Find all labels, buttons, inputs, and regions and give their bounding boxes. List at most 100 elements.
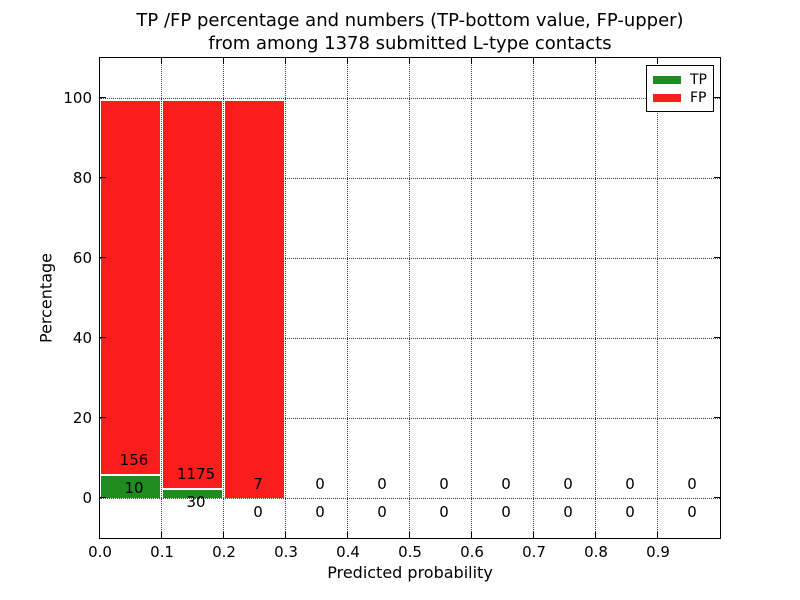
x-tick-mark-bottom (594, 531, 597, 538)
bar-fp-segment (163, 98, 222, 488)
gridline-vertical (657, 57, 658, 538)
fp-count-label: 1175 (176, 465, 216, 484)
y-tick-mark-right (713, 176, 720, 179)
x-tick-mark-top (594, 57, 597, 64)
gridline-horizontal (99, 417, 720, 419)
tp-count-label: 10 (124, 479, 144, 498)
bar-fp-segment (225, 98, 284, 498)
x-tick-label: 0.1 (150, 543, 174, 561)
fp-count-label: 0 (687, 475, 697, 494)
tp-count-label: 0 (625, 503, 635, 522)
chart-title: TP /FP percentage and numbers (TP-bottom… (100, 9, 720, 55)
y-tick-mark-right (713, 496, 720, 499)
plot-area (98, 56, 721, 539)
gridline-vertical (161, 57, 162, 538)
gridline-horizontal (99, 497, 720, 499)
x-tick-mark-bottom (346, 531, 349, 538)
x-tick-label: 0.2 (212, 543, 236, 561)
y-tick-label: 60 (72, 249, 92, 267)
fp-count-label: 156 (119, 451, 149, 470)
legend-label-fp: FP (690, 90, 707, 106)
stacked-bar (225, 98, 284, 498)
gridline-horizontal (99, 337, 720, 339)
tp-count-label: 0 (377, 503, 387, 522)
bar-tp-segment (101, 473, 160, 498)
legend-label-tp: TP (690, 72, 707, 88)
gridline-vertical (285, 57, 286, 538)
x-tick-mark-top (656, 57, 659, 64)
x-tick-label: 0.6 (460, 543, 484, 561)
x-tick-label: 0.9 (646, 543, 670, 561)
y-tick-label: 80 (72, 169, 92, 187)
x-tick-label: 0.4 (336, 543, 360, 561)
y-tick-label: 100 (63, 89, 92, 107)
fp-count-label: 0 (439, 475, 449, 494)
fp-count-label: 0 (315, 475, 325, 494)
gridline-vertical (223, 57, 224, 538)
x-tick-mark-bottom (98, 531, 101, 538)
x-tick-mark-top (98, 57, 101, 64)
y-tick-mark-left (99, 256, 106, 259)
x-tick-mark-top (222, 57, 225, 64)
gridline-horizontal (99, 177, 720, 179)
y-tick-mark-left (99, 496, 106, 499)
legend-entry-fp: FP (653, 89, 708, 107)
fp-count-label: 0 (501, 475, 511, 494)
y-tick-mark-right (713, 336, 720, 339)
x-tick-label: 0.3 (274, 543, 298, 561)
gridline-vertical (471, 57, 472, 538)
x-tick-mark-top (408, 57, 411, 64)
stacked-bar (101, 98, 160, 498)
bar-fp-segment (101, 98, 160, 474)
fp-count-label: 7 (253, 475, 263, 494)
tp-count-label: 0 (253, 503, 263, 522)
y-tick-label: 20 (72, 409, 92, 427)
fp-color-swatch (653, 94, 681, 102)
x-tick-label: 0.8 (584, 543, 608, 561)
gridline-horizontal (99, 97, 720, 99)
x-tick-mark-bottom (284, 531, 287, 538)
x-tick-label: 0.7 (522, 543, 546, 561)
fp-count-label: 0 (625, 475, 635, 494)
gridline-horizontal (99, 257, 720, 259)
x-tick-mark-bottom (532, 531, 535, 538)
tp-count-label: 0 (687, 503, 697, 522)
x-tick-label: 0.0 (88, 543, 112, 561)
legend-entry-tp: TP (653, 71, 708, 89)
x-tick-mark-top (284, 57, 287, 64)
legend: TP FP (646, 65, 714, 112)
y-tick-mark-left (99, 416, 106, 419)
fp-count-label: 0 (563, 475, 573, 494)
y-tick-mark-left (99, 336, 106, 339)
fp-count-label: 0 (377, 475, 387, 494)
y-tick-mark-left (99, 96, 106, 99)
x-tick-mark-top (346, 57, 349, 64)
gridline-vertical (409, 57, 410, 538)
x-tick-mark-top (160, 57, 163, 64)
chart-title-line1: TP /FP percentage and numbers (TP-bottom… (136, 10, 684, 31)
tp-count-label: 0 (315, 503, 325, 522)
gridline-vertical (347, 57, 348, 538)
tp-color-swatch (653, 76, 681, 84)
gridline-vertical (595, 57, 596, 538)
y-tick-label: 0 (82, 489, 92, 507)
y-tick-mark-left (99, 176, 106, 179)
y-tick-label: 40 (72, 329, 92, 347)
gridline-vertical (533, 57, 534, 538)
tp-count-label: 0 (501, 503, 511, 522)
x-tick-mark-bottom (408, 531, 411, 538)
chart-title-line2: from among 1378 submitted L-type contact… (208, 33, 612, 54)
x-tick-mark-bottom (222, 531, 225, 538)
y-tick-mark-right (713, 416, 720, 419)
x-tick-mark-bottom (160, 531, 163, 538)
x-tick-mark-top (470, 57, 473, 64)
x-tick-mark-bottom (656, 531, 659, 538)
x-tick-mark-bottom (470, 531, 473, 538)
tp-count-label: 30 (186, 493, 206, 512)
x-tick-mark-top (532, 57, 535, 64)
x-tick-label: 0.5 (398, 543, 422, 561)
x-axis-label: Predicted probability (327, 563, 493, 582)
tp-count-label: 0 (439, 503, 449, 522)
bar-tp-segment (163, 487, 222, 498)
